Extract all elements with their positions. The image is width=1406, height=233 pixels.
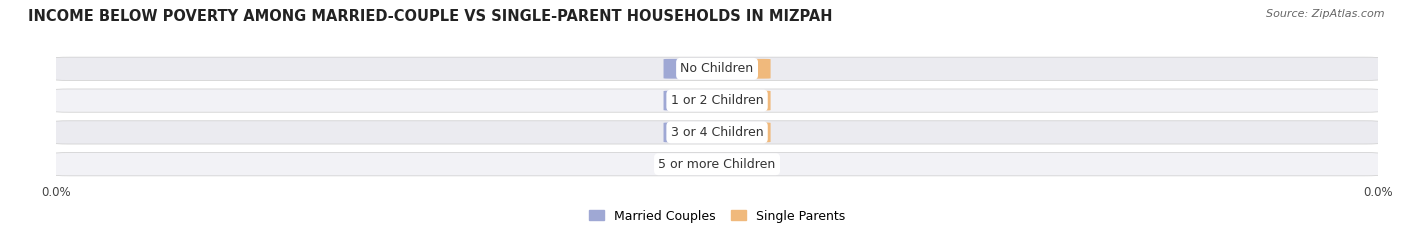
Text: Source: ZipAtlas.com: Source: ZipAtlas.com bbox=[1267, 9, 1385, 19]
FancyBboxPatch shape bbox=[53, 153, 1381, 176]
Text: 0.0%: 0.0% bbox=[679, 127, 709, 137]
Text: 0.0%: 0.0% bbox=[725, 127, 755, 137]
FancyBboxPatch shape bbox=[664, 123, 723, 142]
FancyBboxPatch shape bbox=[53, 89, 1381, 112]
Text: 0.0%: 0.0% bbox=[725, 64, 755, 74]
Text: INCOME BELOW POVERTY AMONG MARRIED-COUPLE VS SINGLE-PARENT HOUSEHOLDS IN MIZPAH: INCOME BELOW POVERTY AMONG MARRIED-COUPL… bbox=[28, 9, 832, 24]
FancyBboxPatch shape bbox=[664, 59, 723, 79]
FancyBboxPatch shape bbox=[711, 154, 770, 174]
FancyBboxPatch shape bbox=[664, 91, 723, 110]
Text: 0.0%: 0.0% bbox=[679, 64, 709, 74]
FancyBboxPatch shape bbox=[711, 59, 770, 79]
Text: 0.0%: 0.0% bbox=[725, 96, 755, 106]
Text: No Children: No Children bbox=[681, 62, 754, 75]
Text: 3 or 4 Children: 3 or 4 Children bbox=[671, 126, 763, 139]
Text: 1 or 2 Children: 1 or 2 Children bbox=[671, 94, 763, 107]
FancyBboxPatch shape bbox=[711, 91, 770, 110]
Text: 0.0%: 0.0% bbox=[679, 159, 709, 169]
FancyBboxPatch shape bbox=[53, 57, 1381, 80]
FancyBboxPatch shape bbox=[53, 121, 1381, 144]
FancyBboxPatch shape bbox=[711, 123, 770, 142]
Text: 0.0%: 0.0% bbox=[679, 96, 709, 106]
Text: 0.0%: 0.0% bbox=[725, 159, 755, 169]
Legend: Married Couples, Single Parents: Married Couples, Single Parents bbox=[586, 207, 848, 225]
FancyBboxPatch shape bbox=[664, 154, 723, 174]
Text: 5 or more Children: 5 or more Children bbox=[658, 158, 776, 171]
